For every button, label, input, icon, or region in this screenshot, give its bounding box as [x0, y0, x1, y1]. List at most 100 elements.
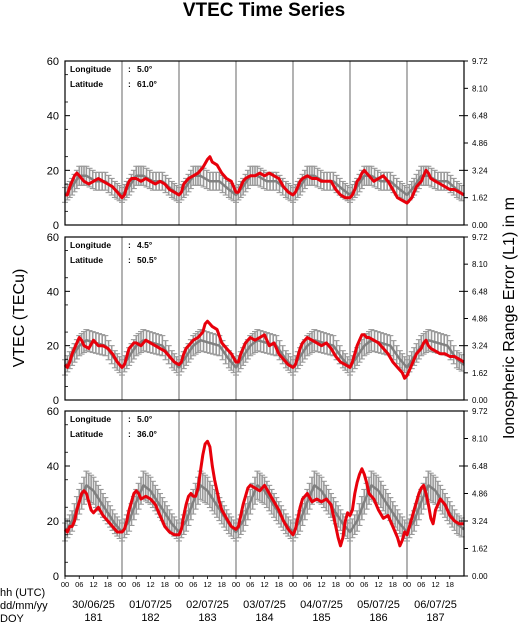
date-label: 04/07/25	[300, 599, 343, 611]
y-tick-label: 60	[47, 56, 59, 68]
longitude-value: 5.0°	[137, 414, 153, 424]
y-axis-label-right: Ionospheric Range Error (L1) in m	[501, 197, 518, 439]
doy-label: 182	[141, 612, 159, 623]
latitude-colon: :	[128, 429, 131, 439]
x-row-label-doy: DOY	[0, 613, 25, 623]
doy-label: 186	[369, 612, 387, 623]
longitude-colon: :	[128, 64, 131, 74]
x-row-label-hour: hh (UTC)	[0, 587, 45, 599]
y-tick-label: 0	[53, 395, 59, 407]
doy-label: 184	[255, 612, 273, 623]
hour-tick-label: 06	[417, 580, 425, 589]
right-axis-label: 3.24	[472, 517, 488, 526]
date-label: 03/07/25	[243, 599, 286, 611]
panel-background	[65, 237, 464, 400]
panel-2: 0 20 40 60 0.00 1.62 3.24 4.86 6.48 8.10 9.72 Longi…	[47, 232, 488, 407]
hour-tick-label: 12	[203, 580, 211, 589]
right-axis-label: 3.24	[472, 342, 488, 351]
chart-title: VTEC Time Series	[183, 0, 345, 21]
panels: 0 20 40 60 0.00 1.62 3.24 4.86 6.48 8.10 9.72 Longi…	[47, 56, 488, 583]
date-label: 02/07/25	[186, 599, 229, 611]
hour-tick-label: 18	[446, 580, 454, 589]
hour-tick-label: 18	[332, 580, 340, 589]
hour-tick-label: 00	[232, 580, 240, 589]
hour-tick-label: 18	[218, 580, 226, 589]
date-label: 30/06/25	[72, 599, 115, 611]
right-axis-label: 6.48	[472, 112, 488, 121]
model-line	[63, 338, 465, 369]
y-tick-label: 20	[47, 341, 59, 353]
longitude-label: Longitude	[70, 240, 111, 250]
hour-tick-label: 12	[260, 580, 268, 589]
longitude-label: Longitude	[70, 414, 111, 424]
panel-1: 0 20 40 60 0.00 1.62 3.24 4.86 6.48 8.10 9.72 Longi…	[47, 56, 488, 232]
date-label: 06/07/25	[414, 599, 457, 611]
latitude-label: Latitude	[70, 255, 103, 265]
model-line	[63, 484, 465, 534]
hour-tick-label: 12	[317, 580, 325, 589]
right-axis-label: 0.00	[472, 221, 488, 230]
right-axis-label: 1.62	[472, 545, 488, 554]
y-axis-label-left: VTEC (TECu)	[11, 269, 28, 368]
right-axis-label: 1.62	[472, 369, 488, 378]
hour-tick-label: 00	[289, 580, 297, 589]
right-axis-label: 8.10	[472, 84, 488, 93]
hour-tick-label: 06	[246, 580, 254, 589]
doy-label: 183	[198, 612, 216, 623]
doy-label: 181	[84, 612, 102, 623]
hour-tick-label: 12	[374, 580, 382, 589]
longitude-value: 4.5°	[137, 240, 153, 250]
right-axis-label: 9.72	[472, 233, 488, 242]
latitude-colon: :	[128, 255, 131, 265]
right-axis-label: 8.10	[472, 260, 488, 269]
longitude-label: Longitude	[70, 64, 111, 74]
y-tick-label: 0	[53, 571, 59, 583]
x-axis: hh (UTC) dd/mm/yy DOY 00 06 12 1830/06/2518…	[0, 576, 457, 623]
x-row-label-date: dd/mm/yy	[0, 600, 48, 612]
right-axis-label: 0.00	[472, 572, 488, 581]
hour-tick-label: 06	[303, 580, 311, 589]
hour-tick-label: 12	[431, 580, 439, 589]
latitude-colon: :	[128, 79, 131, 89]
hour-tick-label: 18	[275, 580, 283, 589]
right-axis-label: 4.86	[472, 490, 488, 499]
observed-line	[63, 319, 465, 380]
model-line	[64, 174, 465, 197]
latitude-value: 50.5°	[137, 255, 158, 265]
hour-tick-label: 00	[346, 580, 354, 589]
hour-tick-label: 18	[389, 580, 397, 589]
hour-tick-label: 00	[118, 580, 126, 589]
longitude-colon: :	[128, 414, 131, 424]
latitude-value: 61.0°	[137, 79, 158, 89]
hour-tick-label: 18	[104, 580, 112, 589]
right-axis-label: 6.48	[472, 462, 488, 471]
right-axis-label: 3.24	[472, 166, 488, 175]
hour-tick-label: 18	[161, 580, 169, 589]
doy-label: 185	[312, 612, 330, 623]
right-axis-label: 9.72	[472, 407, 488, 416]
hour-tick-label: 06	[132, 580, 140, 589]
right-axis-label: 8.10	[472, 435, 488, 444]
right-axis-label: 1.62	[472, 194, 488, 203]
hour-tick-label: 06	[75, 580, 83, 589]
observed-line	[63, 439, 464, 548]
doy-label: 187	[426, 612, 444, 623]
observed-line	[65, 155, 465, 205]
latitude-label: Latitude	[70, 429, 103, 439]
longitude-value: 5.0°	[137, 64, 153, 74]
hour-tick-label: 00	[175, 580, 183, 589]
right-axis-label: 6.48	[472, 287, 488, 296]
hour-tick-label: 00	[403, 580, 411, 589]
longitude-colon: :	[128, 240, 131, 250]
latitude-label: Latitude	[70, 79, 103, 89]
hour-tick-label: 00	[61, 580, 69, 589]
y-tick-label: 40	[47, 461, 59, 473]
latitude-value: 36.0°	[137, 429, 158, 439]
y-tick-label: 60	[47, 232, 59, 244]
hour-tick-label: 12	[146, 580, 154, 589]
right-axis-label: 4.86	[472, 139, 488, 148]
right-axis-label: 4.86	[472, 315, 488, 324]
right-axis-label: 0.00	[472, 396, 488, 405]
hour-tick-label: 06	[189, 580, 197, 589]
